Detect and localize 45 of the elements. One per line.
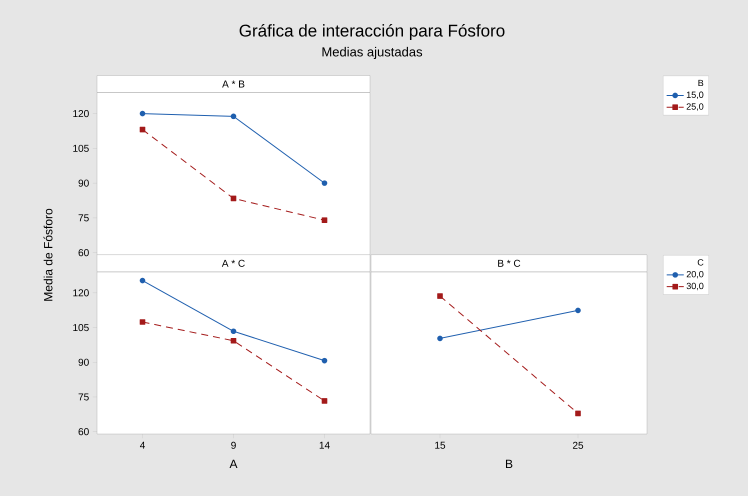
x-tick-label: 14 — [320, 442, 330, 449]
y-tick-label: 75 — [78, 214, 89, 222]
y-tick-label: 105 — [73, 324, 89, 332]
y-tick-label: 120 — [73, 289, 89, 296]
point — [140, 278, 146, 284]
point — [140, 319, 146, 325]
y-axis-title: Media de Fósforo — [44, 208, 52, 301]
x-tick-label: 9 — [231, 442, 236, 449]
point — [140, 110, 146, 116]
x-axis-title: B — [506, 460, 512, 468]
point — [230, 196, 236, 202]
x-tick-label: 15 — [435, 442, 446, 449]
chart-title: A * C — [222, 260, 245, 267]
y-tick-label: 75 — [78, 393, 89, 400]
legend-label: 25,0 — [686, 103, 704, 111]
x-tick-label: 25 — [572, 442, 584, 449]
y-tick-label: 90 — [78, 180, 89, 187]
point — [322, 358, 328, 364]
text: Gráfica de interacción para Fósforo — [240, 24, 504, 40]
text: Medias ajustadas — [322, 46, 422, 60]
x-axis-title: A — [230, 460, 238, 468]
legend-label: 30,0 — [686, 282, 704, 290]
point — [230, 338, 236, 344]
point — [140, 126, 146, 132]
y-tick-label: 60 — [78, 249, 89, 256]
point — [437, 336, 443, 342]
point — [322, 217, 328, 224]
point — [230, 114, 236, 120]
legend-title: C — [698, 259, 704, 266]
point — [230, 328, 236, 334]
chart-title: A * B — [222, 80, 244, 88]
point — [437, 293, 443, 299]
point — [575, 308, 581, 314]
y-tick-label: 120 — [73, 110, 89, 118]
legend-label: 15,0 — [686, 92, 704, 99]
legend-label: 20,0 — [686, 270, 704, 278]
y-tick-label: 90 — [78, 358, 89, 366]
point — [322, 180, 328, 186]
y-tick-label: 105 — [73, 144, 89, 152]
x-tick-label: 4 — [140, 442, 145, 449]
point — [322, 398, 328, 404]
y-tick-label: 60 — [78, 428, 89, 436]
legend-title: B — [698, 80, 704, 86]
point — [575, 410, 581, 416]
chart-title: B * C — [498, 260, 520, 267]
